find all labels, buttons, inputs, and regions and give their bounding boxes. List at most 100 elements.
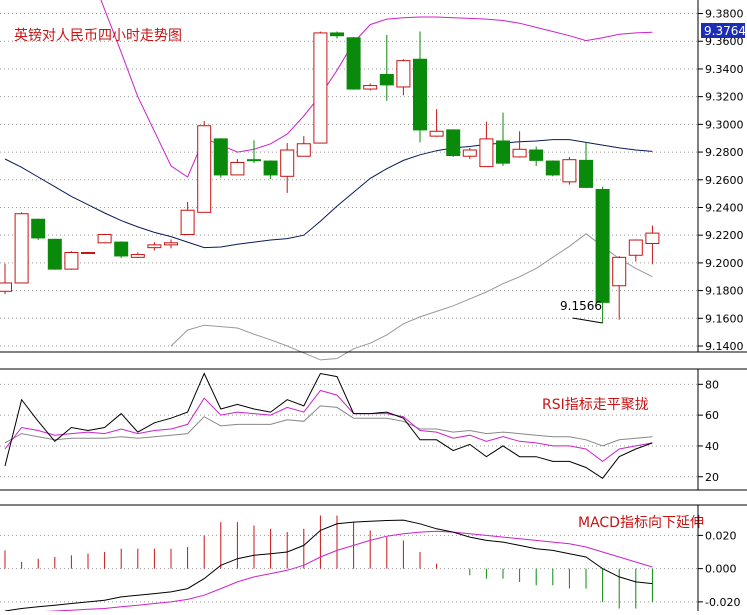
price-tick-label: 9.2400 (705, 201, 744, 214)
candle (164, 239, 178, 249)
price-tick-label: 9.3000 (705, 118, 744, 131)
candle-body (496, 140, 510, 164)
candle (545, 160, 560, 177)
price-tick-label: 9.2600 (705, 174, 744, 187)
last-price-box (701, 23, 745, 38)
candle (446, 129, 461, 157)
candle-body (114, 241, 129, 257)
candle (64, 251, 79, 270)
candle-body (529, 149, 544, 161)
macd-tick-label: 0.000 (705, 563, 737, 576)
low-annotation: 9.1566 (560, 299, 603, 324)
candle (247, 140, 261, 164)
macd-tick-labels: 0.020 0.000 -0.020 (698, 529, 740, 609)
candle-body (595, 188, 610, 303)
rsi-tick-label: 80 (705, 378, 719, 391)
candle (81, 251, 95, 254)
low-annotation-label: 9.1566 (560, 299, 602, 313)
candle (114, 241, 129, 259)
dif-line (4, 519, 653, 612)
candle-body (446, 129, 461, 157)
candle-body (0, 282, 12, 292)
candle-body (562, 159, 577, 183)
price-chart-title: 英镑对人民币四小时走势图 (14, 27, 182, 44)
candle-body (130, 254, 145, 258)
candles (0, 31, 660, 324)
candle-body (197, 125, 212, 213)
price-tick-label: 9.1600 (705, 312, 744, 325)
candle (612, 255, 627, 320)
candle (180, 201, 195, 235)
candle (595, 186, 610, 324)
candle-body (64, 251, 79, 270)
rsi-tick-label: 20 (705, 471, 719, 484)
candle-body (280, 149, 295, 177)
candle (263, 160, 278, 180)
lower-band-line (170, 233, 653, 361)
candle (645, 225, 660, 265)
candle (296, 136, 311, 157)
candle-body (396, 60, 411, 88)
candle-body (164, 242, 178, 246)
candle (346, 37, 361, 90)
candle (230, 158, 245, 176)
candle-body (379, 73, 394, 86)
candle (47, 238, 62, 270)
low-annotation-leader (572, 317, 603, 324)
price-tick-label: 9.3400 (705, 63, 744, 76)
candle-body (296, 143, 311, 157)
price-tick-label: 9.3600 (705, 35, 744, 48)
macd-lines (4, 519, 653, 614)
candle-body (545, 160, 560, 176)
candle-body (462, 149, 477, 157)
macd-tick-label: 0.020 (705, 529, 737, 542)
candle (379, 35, 394, 101)
dea-line (4, 530, 653, 614)
candle (313, 31, 328, 144)
candle (512, 131, 527, 158)
bollinger-bands (4, 0, 653, 361)
candle-body (579, 159, 593, 188)
candle (628, 239, 643, 262)
candle (479, 121, 494, 168)
candle (97, 233, 112, 244)
last-price-label: 9.3764 (704, 24, 746, 38)
candle (496, 112, 510, 166)
candle (31, 218, 46, 241)
macd-tick-label: -0.020 (705, 596, 740, 609)
price-tick-labels: 9.1400 9.1600 9.1800 9.2000 9.2200 9.2400 9.26… (698, 8, 744, 353)
candle-body (363, 85, 378, 90)
candle-body (14, 213, 29, 284)
candle-body (31, 218, 46, 239)
candle-body (612, 256, 627, 287)
candle (14, 212, 29, 284)
candle-body (413, 58, 427, 131)
candle-body (81, 251, 95, 254)
macd-chart-title: MACD指标向下延伸 (578, 515, 704, 531)
candle-body (628, 239, 643, 256)
rsi-series-line (4, 405, 653, 447)
price-tick-label: 9.1400 (705, 340, 744, 353)
rsi-series-line (4, 372, 653, 479)
rsi-tick-label: 60 (705, 409, 719, 422)
candle (280, 143, 295, 193)
candle (0, 263, 12, 295)
candle-body (47, 238, 62, 270)
price-tick-label: 9.2800 (705, 146, 744, 159)
candle (413, 31, 427, 143)
candle (562, 156, 577, 185)
candle-body (429, 130, 444, 137)
price-tick-label: 9.3800 (705, 8, 744, 21)
candle-body (346, 37, 361, 90)
candle-body (97, 233, 112, 244)
candle-body (180, 209, 195, 235)
candle (130, 252, 145, 259)
candle (529, 146, 544, 166)
candle-body (147, 244, 162, 249)
candle (197, 120, 212, 213)
candle-body (247, 159, 261, 162)
candle (330, 31, 344, 39)
